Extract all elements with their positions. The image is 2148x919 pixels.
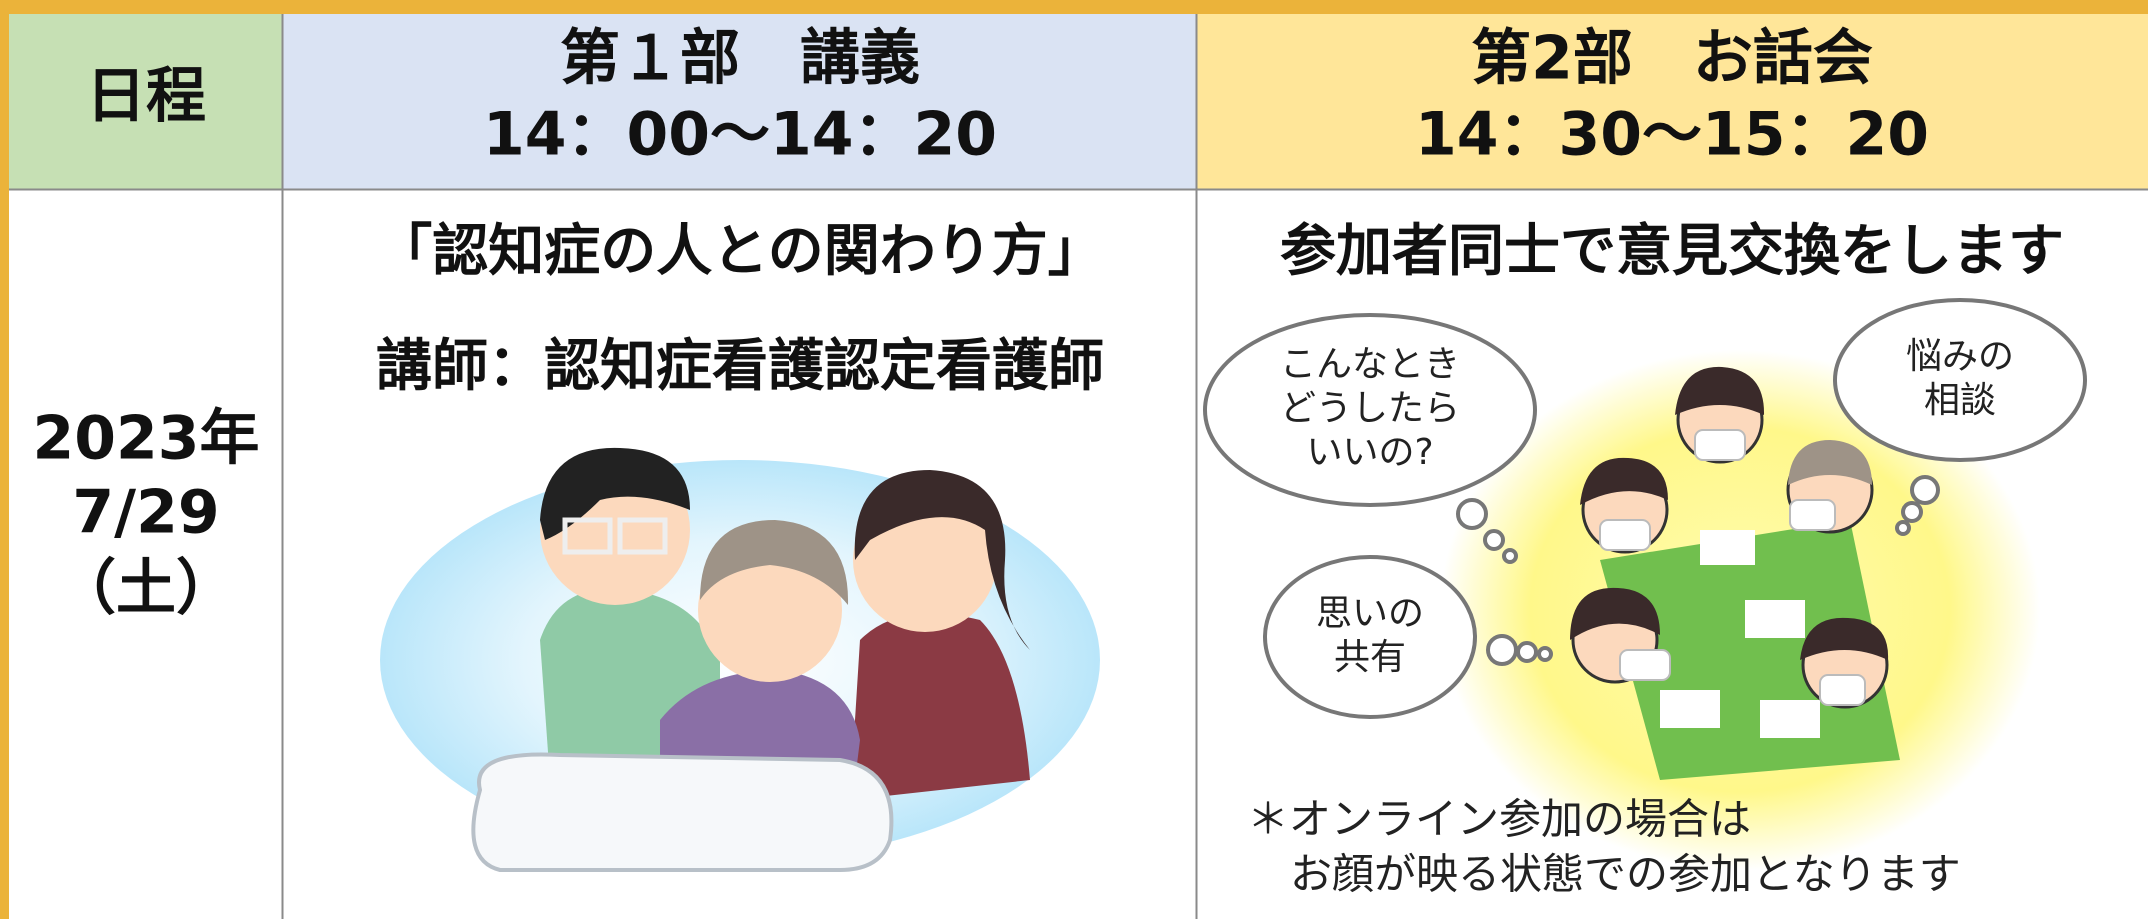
bubble-text: こんなとき [1280, 344, 1460, 385]
part1-header-cell [283, 14, 1196, 189]
date-weekday: （土） [56, 554, 236, 624]
lecture-speaker: 講師：認知症看護認定看護師 [376, 334, 1104, 399]
lecture-title: 「認知症の人との関わり方」 [376, 219, 1103, 284]
part2-header-cell [1197, 14, 2148, 189]
bubble-text: 悩みの [1906, 336, 2014, 377]
bubble-text: 相談 [1924, 380, 1996, 421]
part1-time: 14：00～14：20 [483, 100, 997, 170]
date-day: 7/29 [72, 478, 219, 548]
part2-time: 14：30～15：20 [1415, 100, 1929, 170]
bubble-text: いいの? [1306, 432, 1433, 473]
part1-title: 第１部 講義 [560, 24, 920, 94]
bubble-text: どうしたら [1280, 388, 1460, 429]
date-year: 2023年 [33, 404, 260, 474]
discussion-illustration [1203, 298, 2087, 870]
bubble-text: 思いの [1316, 593, 1424, 634]
lecture-illustration [380, 447, 1100, 872]
date-header: 日程 [86, 62, 206, 132]
cell-borders [9, 14, 2148, 919]
date-header-cell [9, 14, 282, 189]
note-line: お顔が映る状態での参加となります [1290, 850, 1961, 899]
note-line: ＊オンライン参加の場合は [1247, 795, 1751, 844]
part2-title: 第2部 お話会 [1471, 24, 1873, 94]
discussion-title: 参加者同士で意見交換をします [1280, 219, 2064, 284]
bubble-text: 共有 [1334, 637, 1406, 678]
